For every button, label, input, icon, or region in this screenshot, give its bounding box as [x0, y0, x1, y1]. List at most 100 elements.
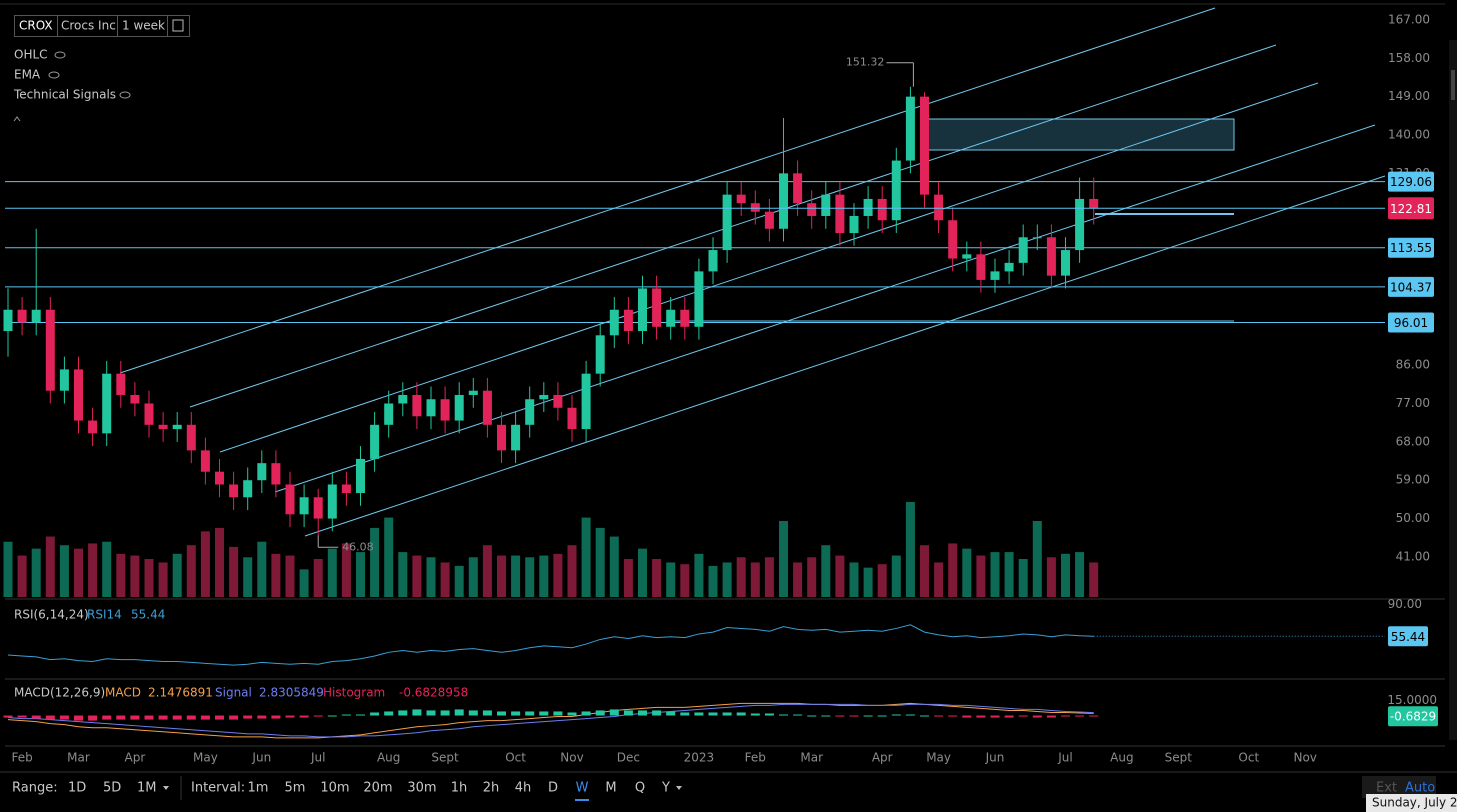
study-label[interactable]: OHLC	[14, 48, 48, 62]
candle-body	[74, 369, 83, 421]
period: 1 week	[122, 19, 165, 33]
histogram-bar	[398, 710, 408, 716]
candle-body	[341, 484, 351, 494]
histogram-bar	[976, 715, 986, 718]
candle-body	[59, 369, 69, 391]
ext-toggle[interactable]: Ext	[1376, 781, 1397, 796]
interval-option[interactable]: 1m	[248, 781, 269, 796]
volume-bar	[398, 552, 408, 597]
histogram-bar	[285, 715, 295, 718]
candle-body	[623, 309, 633, 332]
x-tick-label: Apr	[872, 751, 893, 765]
volume-bar	[243, 557, 253, 597]
histogram-bar	[130, 715, 140, 720]
candle-body	[327, 484, 337, 519]
volume-bar	[257, 541, 267, 597]
range-option[interactable]: 5D	[103, 781, 121, 796]
volume-bar	[722, 562, 732, 597]
candle-body	[779, 173, 788, 229]
y-tick-label: 15.0000	[1387, 693, 1437, 707]
histogram-bar	[215, 715, 224, 720]
candle-body	[1075, 198, 1085, 251]
volume-bar	[172, 553, 182, 597]
x-tick-label: May	[193, 751, 218, 765]
x-tick-label: Sept	[1165, 751, 1193, 765]
histogram-bar	[863, 715, 873, 717]
candle-body	[511, 424, 521, 451]
candle-body	[215, 471, 224, 485]
volume-bar	[539, 555, 549, 597]
interval-option[interactable]: D	[548, 781, 558, 796]
volume-bar	[384, 517, 394, 597]
volume-bar	[694, 553, 704, 597]
eye-icon[interactable]	[48, 71, 60, 79]
volume-bar	[948, 543, 958, 597]
candle-body	[497, 424, 506, 451]
histogram-bar	[891, 714, 901, 716]
histogram-bar	[666, 711, 676, 716]
dropdown-arrow[interactable]	[676, 786, 682, 790]
interval-option[interactable]: Q	[635, 781, 645, 796]
candle-body	[186, 424, 196, 451]
volume-bar	[835, 555, 845, 597]
candle-body	[17, 309, 27, 323]
candle-body	[821, 194, 831, 216]
histogram-bar	[1018, 715, 1028, 717]
study-label[interactable]: Technical Signals	[13, 88, 116, 102]
interval-option[interactable]: W	[576, 781, 589, 796]
x-tick-label: Jun	[251, 751, 271, 765]
volume-bar	[638, 548, 647, 597]
scroll-thumb[interactable]	[1451, 70, 1455, 100]
interval-option[interactable]: 20m	[363, 781, 392, 796]
range-option[interactable]: 1D	[68, 781, 86, 796]
y-tick-label: 167.00	[1388, 12, 1430, 26]
interval-option[interactable]: 2h	[483, 781, 500, 796]
x-tick-label: Mar	[800, 751, 823, 765]
range-label: Range:	[12, 781, 58, 796]
interval-option[interactable]: 4h	[515, 781, 532, 796]
candle-body	[793, 173, 803, 204]
interval-option[interactable]: Y	[661, 781, 670, 796]
candle-body	[948, 220, 958, 259]
candle-body	[454, 394, 464, 421]
histogram-bar	[1075, 715, 1085, 717]
level-badge	[1388, 237, 1434, 258]
collapse-icon[interactable]	[13, 116, 21, 122]
legend-value: -0.6828958	[399, 686, 468, 700]
interval-option[interactable]: 10m	[320, 781, 349, 796]
legend-name: RSI14	[87, 608, 122, 622]
symbol-frame	[14, 15, 190, 37]
candle-body	[356, 458, 365, 494]
volume-bar	[807, 557, 817, 597]
panel-title: MACD(12,26,9)	[14, 686, 105, 700]
volume-bar	[877, 564, 887, 597]
y-tick-label: 77.00	[1396, 396, 1430, 410]
candle-body	[158, 424, 168, 430]
legend-value: 55.44	[131, 608, 165, 622]
interval-option[interactable]: M	[605, 781, 616, 796]
symbol-box[interactable]: CROX Crocs Inc 1 week	[14, 15, 190, 37]
dropdown-arrow[interactable]	[163, 786, 169, 790]
study-label[interactable]: EMA	[14, 68, 41, 82]
candle-body	[257, 463, 267, 481]
interval-option[interactable]: 30m	[407, 781, 436, 796]
volume-bar	[764, 557, 774, 597]
x-tick-label: Oct	[1238, 751, 1259, 765]
y-tick-label: 140.00	[1388, 127, 1430, 141]
volume-bar	[863, 567, 873, 597]
interval-option[interactable]: 1h	[451, 781, 468, 796]
volume-bar	[976, 555, 986, 597]
symbol: CROX	[19, 19, 53, 33]
menu-icon[interactable]	[172, 19, 184, 32]
candle-body	[468, 390, 478, 395]
candle-body	[708, 250, 718, 272]
volume-bar	[74, 548, 83, 597]
auto-toggle[interactable]: Auto	[1405, 781, 1435, 796]
interval-option[interactable]: 5m	[285, 781, 306, 796]
legend-value: 2.8305849	[259, 686, 324, 700]
eye-icon[interactable]	[54, 51, 66, 59]
histogram-bar	[779, 714, 788, 716]
eye-icon[interactable]	[119, 91, 131, 99]
range-option[interactable]: 1M	[137, 781, 157, 796]
